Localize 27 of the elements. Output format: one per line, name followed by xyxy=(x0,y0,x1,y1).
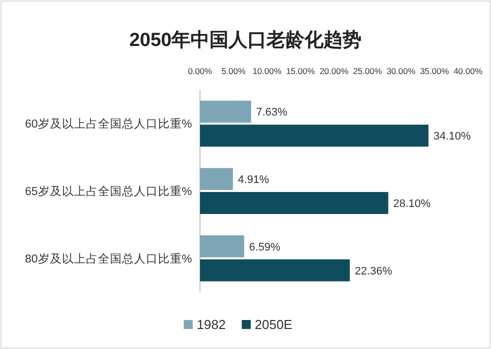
x-tick-label: 15.00% xyxy=(286,66,316,76)
data-label: 34.10% xyxy=(433,130,471,143)
chart-title: 2050年中国人口老龄化趋势 xyxy=(129,29,362,51)
bar xyxy=(200,259,350,282)
data-label: 28.10% xyxy=(393,198,431,210)
x-tick-label: 40.00% xyxy=(454,66,483,76)
data-label: 7.63% xyxy=(256,106,288,119)
data-label: 6.59% xyxy=(249,241,281,254)
data-label: 4.91% xyxy=(238,174,270,186)
bar xyxy=(200,235,244,258)
legend-label: 1982 xyxy=(196,317,226,332)
y-tick-label: 60岁及以上占全国总人口比重% xyxy=(24,118,192,131)
x-tick-label: 5.00% xyxy=(221,66,246,76)
y-tick-label: 65岁及以上占全国总人口比重% xyxy=(24,185,192,198)
x-tick-label: 0.00% xyxy=(188,66,212,76)
data-label: 22.36% xyxy=(354,265,392,278)
y-tick-label: 80岁及以上占全国总人口比重% xyxy=(24,252,192,266)
legend-label: 2050E xyxy=(254,317,293,332)
bar xyxy=(200,192,388,214)
bar xyxy=(200,100,252,123)
bar xyxy=(200,168,233,190)
x-tick-label: 10.00% xyxy=(252,66,282,76)
x-tick-label: 25.00% xyxy=(353,66,382,76)
x-tick-label: 30.00% xyxy=(386,66,416,76)
x-tick-label: 20.00% xyxy=(320,66,349,76)
x-tick-label: 35.00% xyxy=(420,66,450,76)
bar xyxy=(200,124,428,147)
